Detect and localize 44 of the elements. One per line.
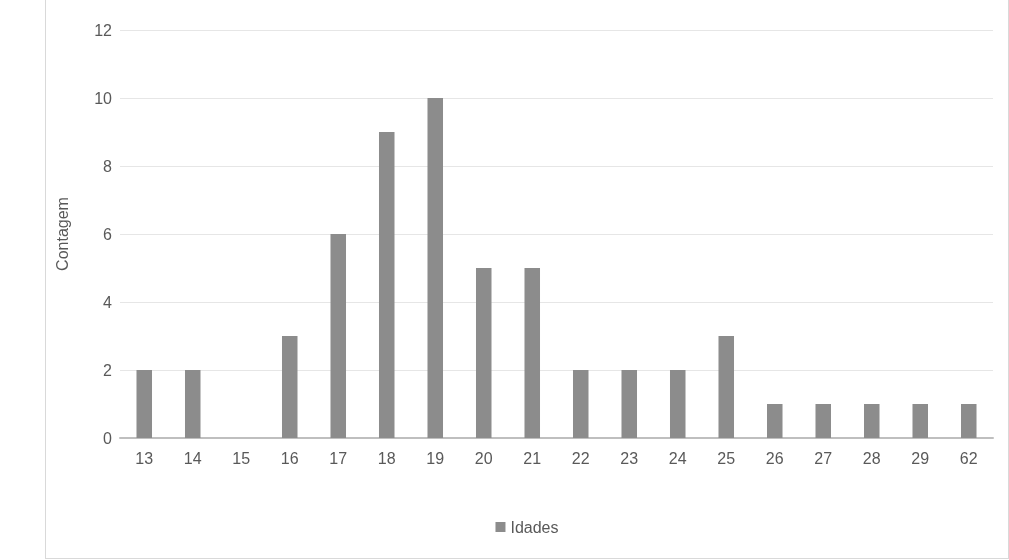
bar [669, 370, 686, 438]
bar [378, 132, 395, 438]
bar [718, 336, 735, 438]
x-tick-label: 22 [571, 449, 590, 467]
x-tick-label: 18 [377, 449, 396, 467]
x-tick-label: 24 [668, 449, 687, 467]
y-tick-label: 0 [103, 429, 113, 447]
bar [572, 370, 589, 438]
bar [815, 404, 832, 438]
x-tick-label: 20 [474, 449, 493, 467]
x-tick-label: 27 [814, 449, 833, 467]
x-tick-label: 28 [862, 449, 881, 467]
x-tick-label: 19 [426, 449, 445, 467]
bar [475, 268, 492, 438]
y-tick-label: 12 [94, 21, 113, 39]
bar [281, 336, 298, 438]
y-tick-label: 6 [103, 225, 113, 243]
bar [621, 370, 638, 438]
bar [184, 370, 201, 438]
bar [136, 370, 153, 438]
y-tick-label: 4 [103, 293, 113, 311]
x-tick-label: 13 [135, 449, 154, 467]
bar [766, 404, 783, 438]
bar [427, 98, 444, 438]
x-tick-label: 14 [183, 449, 202, 467]
bar [960, 404, 977, 438]
x-tick-label: 29 [911, 449, 930, 467]
x-tick-label: 15 [232, 449, 251, 467]
x-tick-label: 25 [717, 449, 736, 467]
bar [912, 404, 929, 438]
x-tick-label: 26 [765, 449, 784, 467]
y-tick-label: 2 [103, 361, 113, 379]
x-tick-label: 17 [329, 449, 348, 467]
y-tick-label: 10 [94, 89, 113, 107]
y-axis-title: Contagem [53, 197, 71, 271]
bar [863, 404, 880, 438]
x-tick-label: 21 [523, 449, 542, 467]
x-tick-label: 23 [620, 449, 639, 467]
bar [330, 234, 347, 438]
legend-label: Idades [510, 518, 559, 536]
x-tick-label: 16 [280, 449, 299, 467]
bar [524, 268, 541, 438]
y-tick-label: 8 [103, 157, 113, 175]
x-tick-label: 62 [959, 449, 978, 467]
